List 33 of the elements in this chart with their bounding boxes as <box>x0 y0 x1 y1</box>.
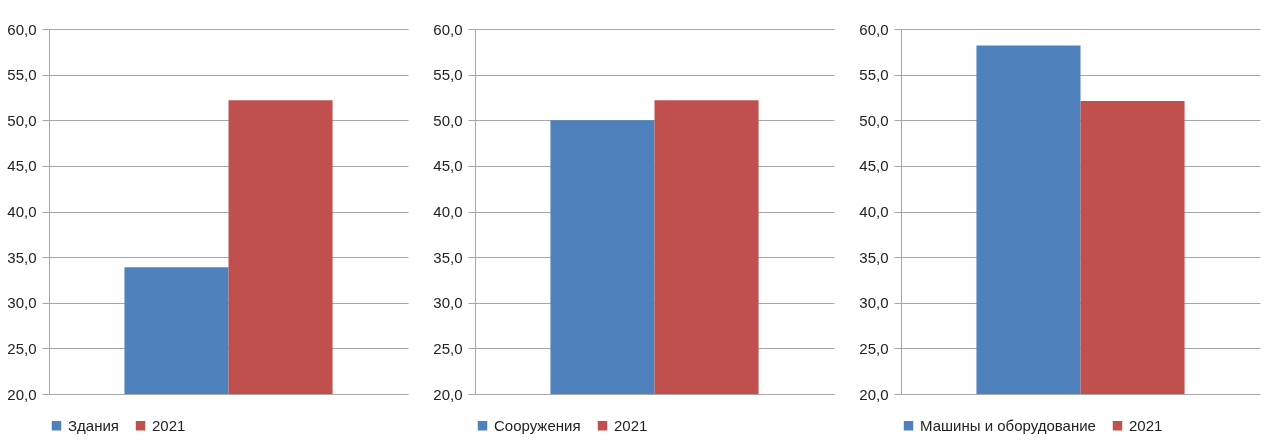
y-tick-label: 30,0 <box>433 294 463 312</box>
legend-label: Здания <box>68 416 119 434</box>
y-tick-label: 45,0 <box>433 157 463 175</box>
y-tick-label: 40,0 <box>433 203 463 220</box>
y-tick-label: 25,0 <box>433 339 463 357</box>
y-tick-label: 40,0 <box>7 203 37 220</box>
y-tick-label: 20,0 <box>433 385 463 403</box>
y-tick-label: 60,0 <box>433 20 463 38</box>
y-tick-label: 25,0 <box>7 339 37 357</box>
y-tick-label: 60,0 <box>7 20 37 38</box>
y-tick-label: 30,0 <box>859 294 889 312</box>
y-tick-label: 20,0 <box>7 385 37 403</box>
y-tick-label: 45,0 <box>859 157 889 175</box>
y-tick-label: 35,0 <box>859 248 889 266</box>
y-tick-label: 55,0 <box>433 66 463 84</box>
y-tick-label: 50,0 <box>7 111 37 129</box>
y-tick-label: 35,0 <box>7 248 37 266</box>
y-tick-label: 55,0 <box>7 66 37 84</box>
y-tick-label: 55,0 <box>859 66 889 84</box>
y-tick-label: 50,0 <box>859 111 889 129</box>
y-tick-label: 60,0 <box>859 20 889 38</box>
legend-label: 2021 <box>152 416 186 434</box>
y-tick-label: 40,0 <box>859 203 889 220</box>
y-tick-label: 35,0 <box>433 248 463 266</box>
y-tick-label: 20,0 <box>859 385 889 403</box>
y-tick-label: 50,0 <box>433 111 463 129</box>
y-tick-label: 45,0 <box>7 157 37 175</box>
legend-label: Машины и оборудование <box>920 416 1096 434</box>
y-tick-label: 30,0 <box>7 294 37 312</box>
legend-label: 2021 <box>614 416 648 434</box>
legend-label: Сооружения <box>494 416 581 434</box>
legend-label: 2021 <box>1129 416 1163 434</box>
y-tick-label: 25,0 <box>859 339 889 357</box>
